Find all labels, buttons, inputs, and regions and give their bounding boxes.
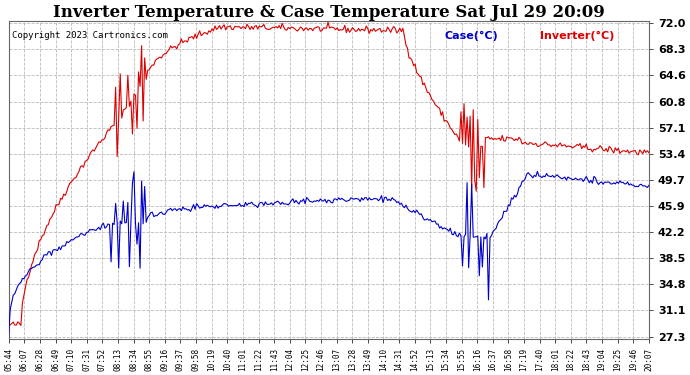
Text: Copyright 2023 Cartronics.com: Copyright 2023 Cartronics.com: [12, 31, 168, 40]
Text: Case(°C): Case(°C): [444, 31, 497, 41]
Text: Inverter(°C): Inverter(°C): [540, 31, 615, 41]
Title: Inverter Temperature & Case Temperature Sat Jul 29 20:09: Inverter Temperature & Case Temperature …: [53, 4, 604, 21]
